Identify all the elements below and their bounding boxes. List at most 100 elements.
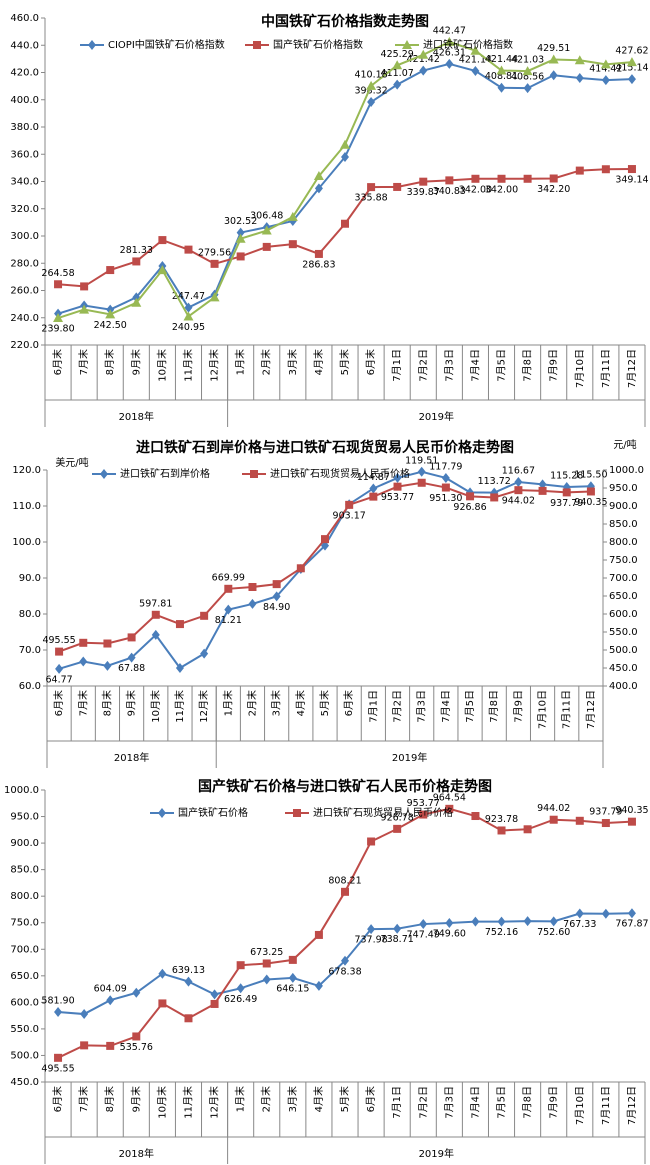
data-label: 67.88	[118, 663, 145, 674]
x-tick-label: 11月末	[181, 1086, 194, 1119]
x-tick-label: 7月9日	[512, 690, 524, 723]
data-point	[575, 72, 584, 83]
x-tick-label: 8月末	[100, 690, 113, 716]
data-point	[53, 313, 64, 323]
data-point	[393, 824, 402, 833]
data-point	[548, 54, 559, 64]
data-point	[236, 252, 245, 261]
data-point	[314, 183, 323, 194]
data-point	[175, 620, 184, 629]
data-label: 415.14	[615, 63, 648, 74]
x-tick-label: 2月末	[260, 349, 273, 375]
data-label: 239.80	[41, 324, 74, 335]
data-point	[471, 812, 480, 821]
y-tick-label: 450.0	[10, 1077, 39, 1088]
y-tick-label: 550.0	[10, 1024, 39, 1035]
x-tick-label: 7月末	[77, 1086, 90, 1112]
data-label: 421.44	[485, 54, 518, 65]
data-point	[313, 171, 324, 181]
data-point	[369, 492, 378, 501]
data-label: 84.90	[263, 602, 290, 613]
data-label: 247.47	[172, 291, 205, 302]
data-point	[288, 955, 297, 964]
data-point	[106, 995, 115, 1006]
data-point	[441, 472, 450, 483]
data-label: 116.67	[502, 465, 535, 476]
data-point	[490, 493, 499, 502]
x-tick-label: 1月末	[221, 690, 234, 716]
data-label: 281.33	[120, 245, 153, 256]
x-tick-label: 10月末	[155, 349, 168, 382]
y-tick-label: 600.0	[10, 997, 39, 1008]
data-label: 421.42	[407, 54, 440, 65]
legend-marker	[253, 41, 261, 49]
x-tick-label: 12月末	[208, 349, 221, 382]
group-label: 2019年	[392, 751, 427, 764]
y-axis-label: 美元/吨	[55, 456, 88, 469]
data-label: 752.60	[537, 927, 570, 938]
data-point	[132, 257, 141, 266]
y2-tick-label: 750.0	[609, 555, 638, 566]
data-point	[601, 75, 610, 86]
data-label: 747.49	[407, 930, 440, 941]
data-label: 119.51	[405, 455, 438, 466]
x-tick-label: 7月5日	[464, 690, 476, 723]
data-point	[419, 65, 428, 76]
x-tick-label: 6月末	[51, 349, 64, 375]
x-tick-label: 7月3日	[443, 1086, 455, 1119]
data-point	[575, 816, 584, 825]
legend-marker	[293, 809, 301, 817]
data-label: 673.25	[250, 947, 283, 958]
data-label: 964.54	[433, 792, 466, 803]
data-point	[235, 233, 246, 243]
data-label: 342.00	[485, 184, 518, 195]
data-point	[341, 151, 349, 162]
x-tick-label: 4月末	[312, 1086, 325, 1112]
data-label: 749.60	[433, 928, 466, 939]
data-point	[314, 249, 323, 258]
x-tick-label: 7月8日	[488, 690, 500, 723]
data-label: 410.18	[354, 69, 387, 80]
x-tick-label: 12月末	[197, 690, 210, 723]
x-tick-label: 6月末	[342, 690, 355, 716]
data-point	[184, 302, 193, 313]
y-tick-label: 340.0	[10, 177, 39, 188]
data-label: 117.79	[429, 461, 462, 472]
x-tick-label: 7月4日	[440, 690, 452, 723]
data-point	[80, 1009, 89, 1020]
y2-tick-label: 400.0	[609, 681, 638, 692]
y-tick-label: 70.0	[19, 645, 41, 656]
group-label: 2018年	[114, 751, 149, 764]
data-point	[514, 476, 523, 487]
data-point	[340, 139, 350, 149]
x-tick-label: 9月末	[129, 349, 142, 375]
data-point	[131, 297, 142, 307]
y-tick-label: 1000.0	[4, 785, 39, 796]
data-label: 937.79	[589, 807, 622, 818]
data-point	[184, 1014, 193, 1023]
y-tick-label: 120.0	[12, 465, 41, 476]
data-point	[392, 60, 403, 70]
data-label: 535.76	[120, 1042, 153, 1053]
data-label: 349.14	[615, 175, 648, 186]
data-point	[562, 488, 571, 497]
x-tick-label: 4月末	[294, 690, 307, 716]
data-label: 738.71	[381, 934, 414, 945]
data-point	[417, 478, 426, 487]
data-point	[575, 166, 584, 175]
data-point	[419, 919, 428, 930]
y2-tick-label: 550.0	[609, 627, 638, 638]
data-label: 398.32	[354, 86, 387, 97]
y-tick-label: 280.0	[10, 258, 39, 269]
data-point	[601, 165, 610, 174]
y2-tick-label: 600.0	[609, 609, 638, 620]
data-point	[497, 826, 506, 835]
data-label: 626.49	[224, 994, 257, 1005]
data-label: 940.35	[615, 805, 648, 816]
data-label: 414.42	[589, 64, 622, 75]
x-tick-label: 7月9日	[548, 1086, 560, 1119]
y2-tick-label: 500.0	[609, 645, 638, 656]
x-tick-label: 7月4日	[469, 349, 481, 382]
data-label: 937.79	[550, 498, 583, 509]
data-label: 953.77	[407, 798, 440, 809]
